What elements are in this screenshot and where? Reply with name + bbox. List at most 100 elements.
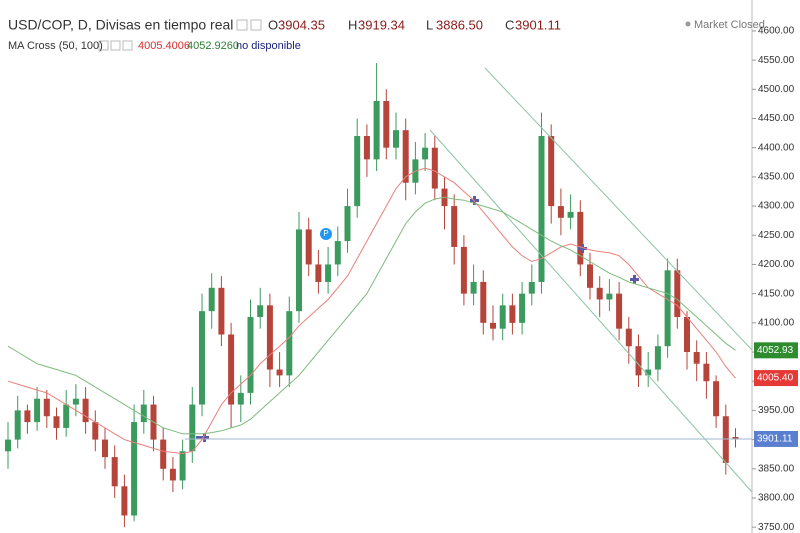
candle-body	[34, 398, 41, 423]
trend-line	[429, 129, 753, 493]
candle-body	[354, 136, 361, 207]
candle-body	[266, 305, 273, 370]
candle-body	[528, 281, 535, 294]
candle-body	[189, 404, 196, 452]
button[interactable]	[250, 19, 262, 31]
candle-body	[286, 311, 293, 376]
candle-body	[383, 100, 390, 148]
candle-body	[693, 352, 700, 364]
y-tick-label: 3750.00	[758, 522, 795, 533]
candle-body	[373, 100, 380, 160]
candle-body	[606, 293, 613, 300]
y-tick-label: 3850.00	[758, 463, 795, 474]
indicator-value: 4005.4006	[138, 40, 190, 52]
candle-body	[63, 404, 70, 428]
status-dot	[685, 21, 691, 27]
y-tick-label: 4150.00	[758, 288, 795, 299]
candle-body	[82, 398, 89, 423]
candle-body	[53, 416, 60, 428]
candle-body	[111, 457, 118, 487]
candle-body	[72, 398, 79, 405]
button[interactable]	[236, 19, 248, 31]
candle-body	[402, 130, 409, 183]
candle-body	[208, 287, 215, 312]
y-tick-label: 4450.00	[758, 113, 795, 124]
ohlc-values: O 3904.35 H 3919.34 L 3886.50 C 3901.11	[268, 17, 561, 32]
event-marker-letter: P	[323, 229, 328, 238]
candle-body	[519, 293, 526, 323]
y-tick-label: 3800.00	[758, 493, 795, 504]
candle-body	[548, 136, 555, 207]
candle-body	[625, 328, 632, 347]
price-label-box	[754, 370, 798, 387]
candle-body	[179, 451, 186, 481]
candle-body	[645, 369, 652, 376]
y-tick-label: 4200.00	[758, 259, 795, 270]
header-bg	[0, 12, 500, 54]
market-status: Market Closed	[694, 19, 765, 31]
candle-body	[237, 392, 244, 405]
candle-body	[616, 293, 623, 329]
cross-markers	[196, 196, 639, 442]
indicator-status: no disponible	[236, 40, 301, 52]
candle-body	[14, 410, 21, 440]
candle-body	[247, 316, 254, 393]
candle-body	[305, 229, 312, 265]
candle-body	[490, 322, 496, 329]
candle-body	[674, 270, 681, 317]
candle-body	[722, 416, 729, 463]
candle-body	[24, 410, 31, 423]
price-label: 4005.40	[757, 373, 794, 384]
indicator-value: 4052.9260	[187, 40, 239, 52]
ohlc-value: 3886.50	[436, 17, 483, 32]
plot-area	[5, 63, 739, 528]
candle-body	[654, 346, 661, 370]
candle-body	[160, 439, 167, 469]
candle-body	[344, 206, 351, 242]
button[interactable]	[98, 40, 109, 51]
y-tick-label: 4550.00	[758, 55, 795, 66]
candle-body	[121, 486, 128, 516]
cross-marker	[578, 244, 587, 253]
y-tick-label: 4350.00	[758, 172, 795, 183]
candle-body	[228, 334, 235, 405]
candle-body	[257, 305, 264, 317]
candle-body	[296, 229, 302, 312]
ma-line	[7, 196, 736, 435]
candle-body	[102, 439, 108, 458]
candle-body	[199, 311, 205, 405]
button[interactable]	[110, 40, 121, 51]
candle-body	[315, 264, 322, 282]
button[interactable]	[122, 40, 133, 51]
price-label: 3901.11	[757, 434, 793, 445]
y-tick-label: 4500.00	[758, 84, 795, 95]
cross-marker	[196, 433, 209, 442]
candle-body	[451, 206, 458, 247]
candle-body	[334, 241, 341, 265]
candle-body	[169, 468, 176, 481]
ohlc-letter: O	[268, 17, 278, 32]
candle-body	[664, 270, 671, 347]
candle-body	[131, 422, 138, 516]
ohlc-letter: H	[348, 17, 357, 32]
candle-body	[713, 381, 720, 417]
candle-body	[431, 147, 438, 189]
ohlc-value: 3904.35	[278, 17, 325, 32]
candle-body	[276, 369, 283, 376]
ohlc-letter: L	[426, 17, 433, 32]
candle-body	[587, 264, 593, 288]
y-tick-label: 4300.00	[758, 201, 795, 212]
y-tick-label: 4100.00	[758, 317, 795, 328]
candle-body	[363, 136, 370, 160]
candle-body	[5, 439, 11, 452]
candle-body	[703, 363, 710, 382]
candle-body	[732, 437, 739, 439]
trend-line	[484, 67, 753, 351]
candle-body	[509, 305, 516, 323]
ohlc-letter: C	[505, 17, 514, 32]
candle-body	[422, 147, 429, 160]
event-marker[interactable]	[320, 228, 332, 240]
candle-body	[393, 130, 399, 148]
candle-body	[557, 206, 564, 218]
candle-body	[635, 346, 642, 376]
